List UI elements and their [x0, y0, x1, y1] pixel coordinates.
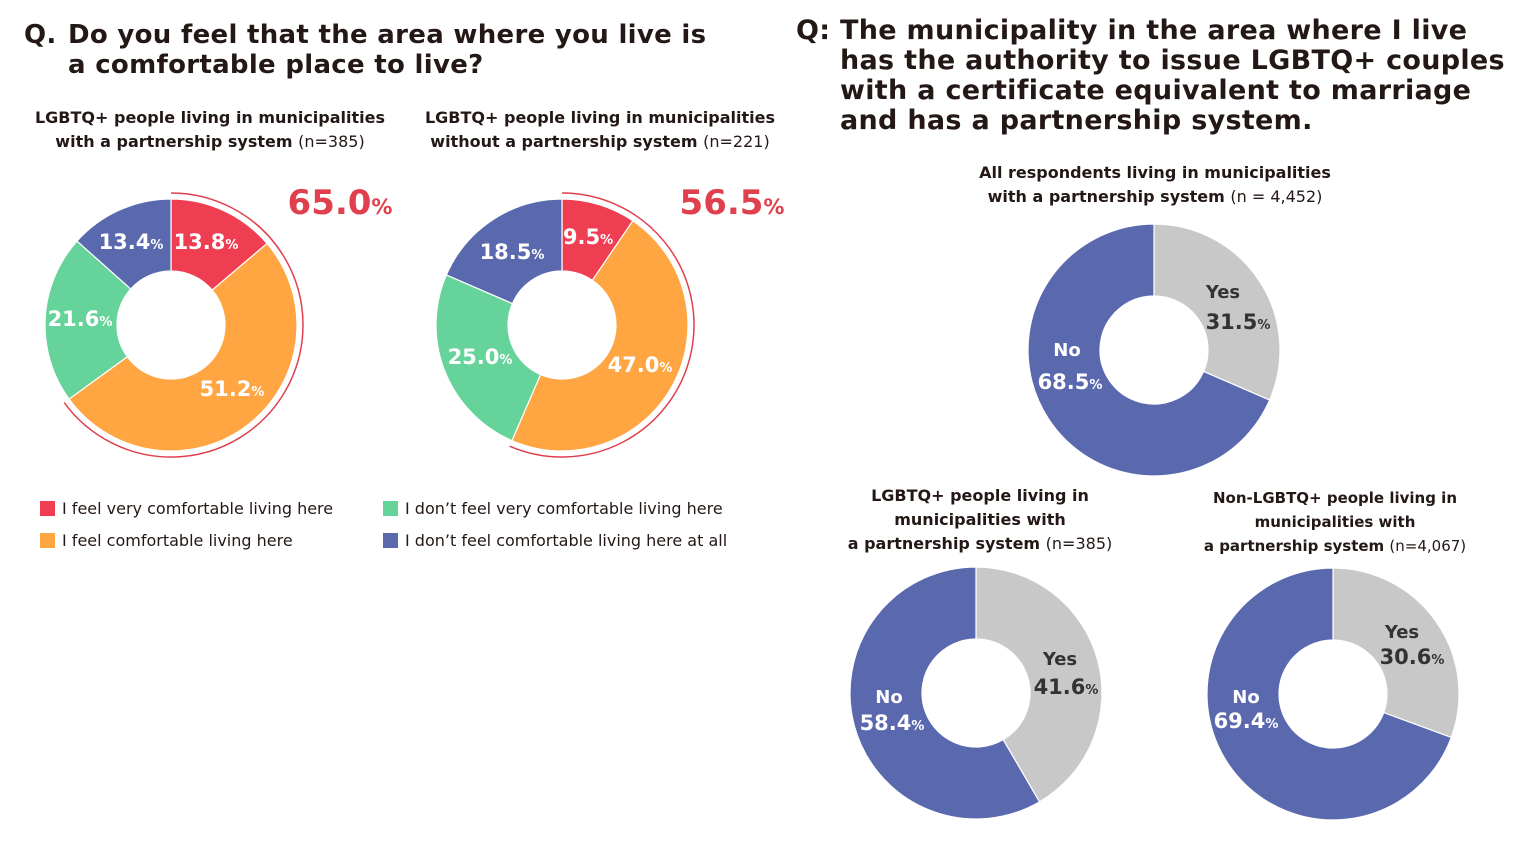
data-label: 69.4%	[1214, 709, 1279, 733]
slice-name-label: Yes	[1205, 282, 1240, 303]
slice-not-at-all	[76, 198, 172, 290]
data-label: 21.6%	[48, 307, 113, 331]
highlight-total-label: 56.5%	[680, 183, 785, 223]
slice-comfortable	[511, 219, 689, 452]
data-label: 51.2%	[200, 377, 265, 401]
question-prefix: Q.	[24, 20, 57, 50]
question-prefix: Q:	[796, 15, 831, 46]
question-line: The municipality in the area where I liv…	[840, 15, 1468, 46]
data-label: 31.5%	[1206, 310, 1271, 334]
chart-title-line: with a partnership system	[55, 132, 293, 151]
slice-name-label: Yes	[1384, 622, 1419, 643]
slice-yes	[1332, 567, 1460, 739]
highlight-total-label: 65.0%	[288, 183, 393, 223]
chart-5-title: Non-LGBTQ+ people living in municipaliti…	[1180, 486, 1490, 558]
data-label: 30.6%	[1380, 645, 1445, 669]
chart-title-line: with a partnership system	[987, 187, 1225, 206]
sample-size: (n=385)	[298, 132, 365, 151]
chart-title-line: without a partnership system	[430, 132, 698, 151]
sample-size: (n=385)	[1045, 534, 1113, 553]
left-question-title: Q. Do you feel that the area where you l…	[24, 20, 706, 80]
data-label: 9.5%	[563, 225, 613, 249]
slice-name-label: No	[1232, 687, 1259, 708]
slice-no	[849, 566, 1041, 820]
data-label: 13.8%	[174, 230, 239, 254]
chart-title-line: All respondents living in municipalities	[979, 163, 1331, 182]
slice-no	[1206, 567, 1453, 821]
data-label: 18.5%	[480, 240, 545, 264]
sample-size: (n=221)	[703, 132, 770, 151]
chart-title-line: a partnership system	[1203, 537, 1385, 555]
data-label: 41.6%	[1034, 675, 1099, 699]
chart-title-line: LGBTQ+ people living in municipalities	[424, 108, 776, 127]
highlight-arc	[63, 192, 304, 458]
chart-2-title: LGBTQ+ people living in municipalities w…	[410, 106, 790, 154]
slice-no	[1027, 223, 1271, 477]
data-label: 13.4%	[99, 230, 164, 254]
sample-size: (n = 4,452)	[1230, 187, 1323, 206]
data-label: 58.4%	[860, 711, 925, 735]
data-label: 68.5%	[1038, 370, 1103, 394]
slice-not-very-comfortable	[44, 240, 132, 400]
question-line: Do you feel that the area where you live…	[68, 20, 707, 50]
slice-yes	[1153, 223, 1281, 401]
chart-4-title: LGBTQ+ people living in municipalities w…	[825, 484, 1135, 556]
highlight-arc	[509, 192, 695, 458]
slice-not-at-all	[445, 198, 563, 305]
chart-title-line: Non-LGBTQ+ people living in	[1213, 489, 1457, 507]
data-label: 47.0%	[608, 353, 673, 377]
question-line: with a certificate equivalent to marriag…	[840, 75, 1472, 106]
chart-3-title: All respondents living in municipalities…	[960, 161, 1350, 209]
slice-not-very-comfortable	[435, 274, 542, 442]
chart-title-line: LGBTQ+ people living in municipalities	[34, 108, 386, 127]
chart-title-line: LGBTQ+ people living in	[871, 486, 1089, 505]
chart-title-line: municipalities with	[1254, 513, 1416, 531]
sample-size: (n=4,067)	[1389, 537, 1467, 555]
slice-yes	[975, 566, 1103, 803]
question-line: a comfortable place to live?	[68, 50, 484, 80]
slice-name-label: No	[1053, 340, 1080, 361]
slice-name-label: Yes	[1042, 649, 1077, 670]
chart-title-line: a partnership system	[847, 534, 1041, 553]
chart-1-title: LGBTQ+ people living in municipalities w…	[20, 106, 400, 154]
slice-name-label: No	[875, 687, 902, 708]
slice-comfortable	[68, 242, 298, 452]
right-question-title: Q: The municipality in the area where I …	[796, 16, 1505, 136]
question-line: and has a partnership system.	[840, 105, 1313, 136]
question-line: has the authority to issue LGBTQ+ couple…	[840, 45, 1505, 76]
data-label: 25.0%	[448, 345, 513, 369]
chart-title-line: municipalities with	[894, 510, 1066, 529]
